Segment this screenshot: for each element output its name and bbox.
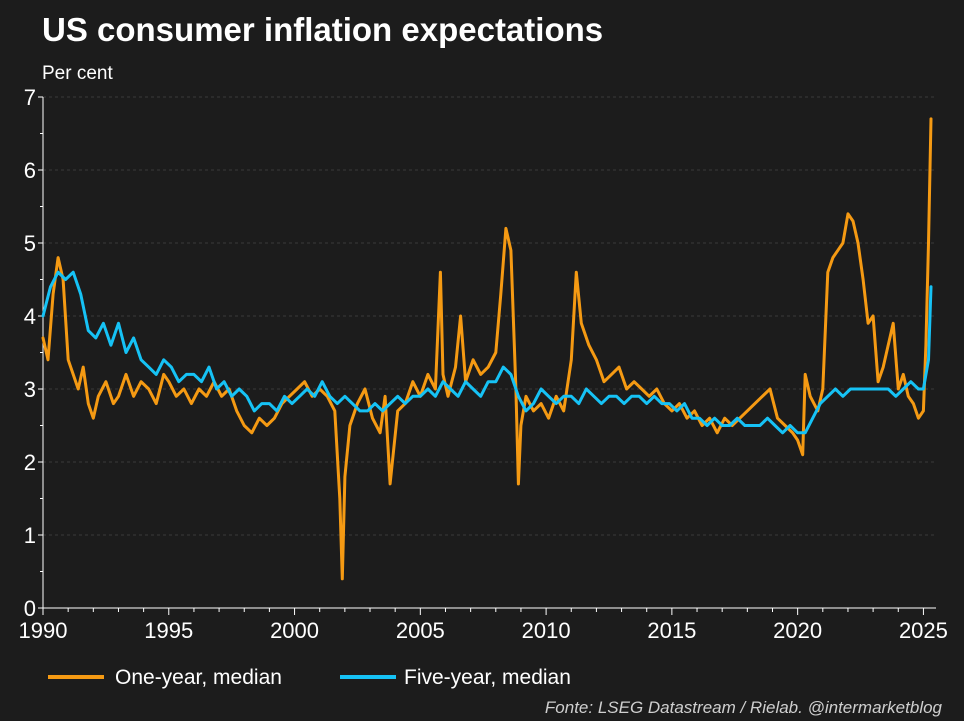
legend-label-one-year: One-year, median <box>115 666 282 689</box>
grid-layer <box>43 96 936 536</box>
y-tick-label-1: 1 <box>24 523 36 548</box>
y-tick-label-7: 7 <box>24 85 36 110</box>
series-layer <box>41 117 933 581</box>
x-tick-label-2000: 2000 <box>270 618 319 643</box>
series-line-one-year <box>41 117 933 581</box>
y-tick-label-4: 4 <box>24 304 36 329</box>
series-line-five-year <box>41 270 933 435</box>
x-tick-label-2010: 2010 <box>522 618 571 643</box>
x-tick-label-2025: 2025 <box>899 618 948 643</box>
y-tick-label-3: 3 <box>24 377 36 402</box>
x-tick-label-2020: 2020 <box>773 618 822 643</box>
y-tick-label-6: 6 <box>24 158 36 183</box>
y-tick-label-0: 0 <box>24 596 36 621</box>
chart-title: US consumer inflation expectations <box>42 11 603 48</box>
legend-label-five-year: Five-year, median <box>404 666 571 689</box>
chart-subtitle: Per cent <box>42 63 113 84</box>
axis-layer: 0 1 2 3 4 5 6 7 1990 1995 2000 2005 2010 2015 2020 2025 <box>19 85 948 643</box>
x-tick-label-2005: 2005 <box>396 618 445 643</box>
legend: One-year, median Five-year, median <box>48 666 571 689</box>
source-note: Fonte: LSEG Datastream / Rielab. @interm… <box>545 698 943 717</box>
x-tick-label-1995: 1995 <box>144 618 193 643</box>
x-tick-label-2015: 2015 <box>647 618 696 643</box>
y-tick-label-5: 5 <box>24 231 36 256</box>
x-tick-label-1990: 1990 <box>19 618 68 643</box>
y-tick-label-2: 2 <box>24 450 36 475</box>
